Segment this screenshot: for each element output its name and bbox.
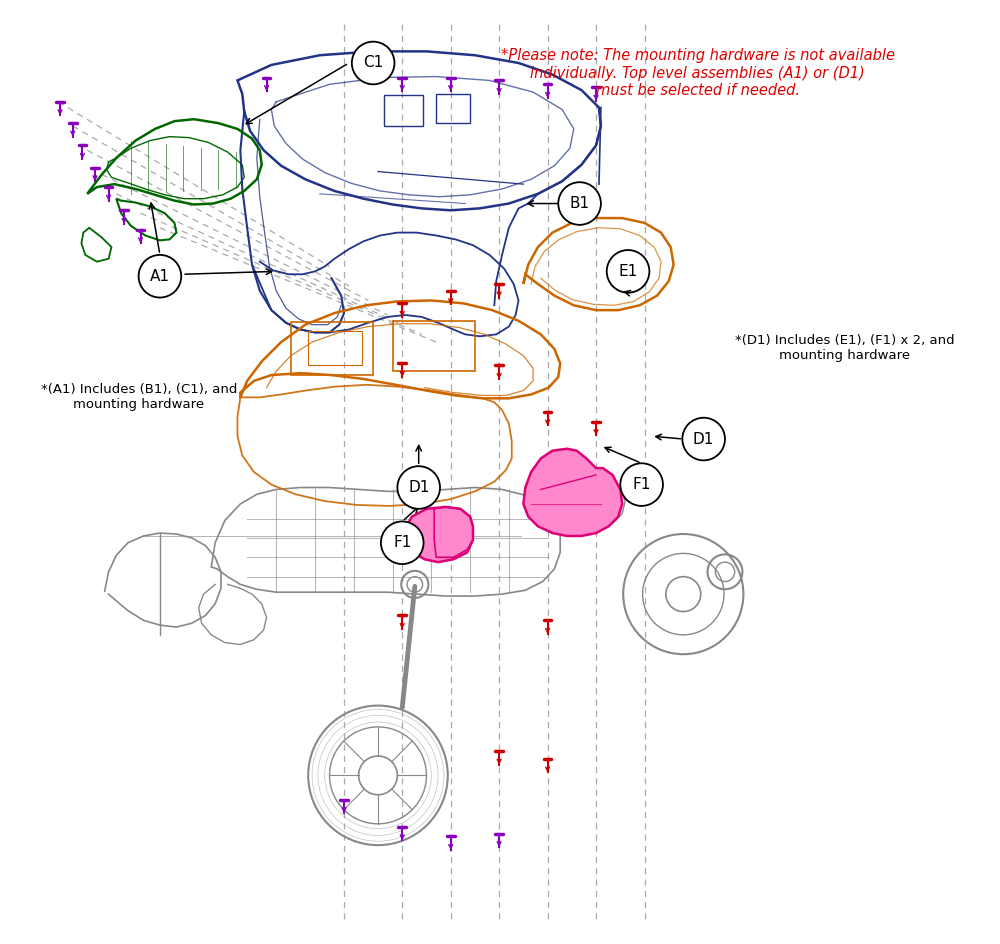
Text: F1: F1 [632,477,651,492]
Text: B1: B1 [570,196,590,211]
Circle shape [381,521,424,565]
Circle shape [397,466,440,509]
Text: E1: E1 [618,264,638,278]
PathPatch shape [523,448,622,536]
Text: D1: D1 [693,431,714,447]
Circle shape [558,182,601,225]
Circle shape [620,464,663,506]
Text: *(D1) Includes (E1), (F1) x 2, and
mounting hardware: *(D1) Includes (E1), (F1) x 2, and mount… [735,334,954,362]
Circle shape [352,42,394,84]
Text: *(A1) Includes (B1), (C1), and
mounting hardware: *(A1) Includes (B1), (C1), and mounting … [41,383,237,411]
Text: *Please note: The mounting hardware is not available
individually. Top level ass: *Please note: The mounting hardware is n… [501,48,895,98]
Circle shape [682,418,725,461]
Circle shape [607,250,649,293]
Text: F1: F1 [393,535,411,550]
Text: D1: D1 [408,480,429,495]
Text: A1: A1 [150,269,170,284]
Text: C1: C1 [363,56,383,71]
Circle shape [139,255,181,297]
PathPatch shape [405,507,473,562]
